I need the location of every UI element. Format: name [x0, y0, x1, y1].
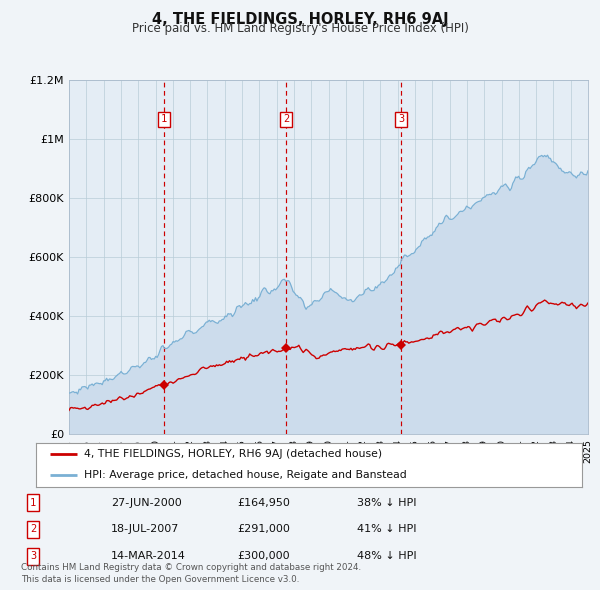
Text: Price paid vs. HM Land Registry's House Price Index (HPI): Price paid vs. HM Land Registry's House … [131, 22, 469, 35]
Text: 4, THE FIELDINGS, HORLEY, RH6 9AJ (detached house): 4, THE FIELDINGS, HORLEY, RH6 9AJ (detac… [84, 450, 382, 460]
Text: 27-JUN-2000: 27-JUN-2000 [111, 498, 182, 507]
Text: 18-JUL-2007: 18-JUL-2007 [111, 525, 179, 534]
Text: HPI: Average price, detached house, Reigate and Banstead: HPI: Average price, detached house, Reig… [84, 470, 407, 480]
Text: £164,950: £164,950 [237, 498, 290, 507]
Text: 1: 1 [161, 114, 167, 124]
Text: 3: 3 [30, 552, 36, 561]
Text: 14-MAR-2014: 14-MAR-2014 [111, 552, 186, 561]
Text: £300,000: £300,000 [237, 552, 290, 561]
Text: 2: 2 [283, 114, 289, 124]
Text: 2: 2 [30, 525, 36, 534]
Text: 48% ↓ HPI: 48% ↓ HPI [357, 552, 416, 561]
Text: 3: 3 [398, 114, 404, 124]
Text: This data is licensed under the Open Government Licence v3.0.: This data is licensed under the Open Gov… [21, 575, 299, 584]
Text: 4, THE FIELDINGS, HORLEY, RH6 9AJ: 4, THE FIELDINGS, HORLEY, RH6 9AJ [152, 12, 448, 27]
Text: 1: 1 [30, 498, 36, 507]
Text: 41% ↓ HPI: 41% ↓ HPI [357, 525, 416, 534]
Text: Contains HM Land Registry data © Crown copyright and database right 2024.: Contains HM Land Registry data © Crown c… [21, 563, 361, 572]
Text: £291,000: £291,000 [237, 525, 290, 534]
Text: 38% ↓ HPI: 38% ↓ HPI [357, 498, 416, 507]
